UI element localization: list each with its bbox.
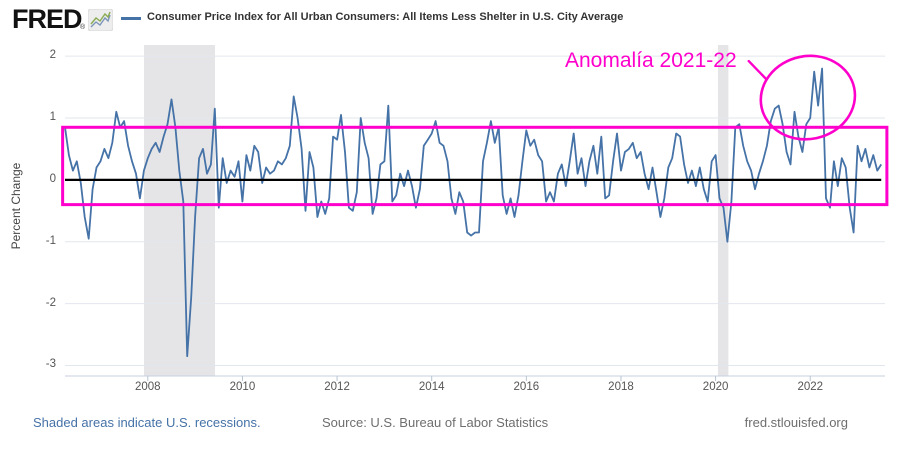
cpi-data-line xyxy=(64,67,882,358)
x-tick-label: 2016 xyxy=(513,381,540,393)
x-tick-label: 2010 xyxy=(229,381,256,393)
x-tick-label: 2014 xyxy=(418,381,445,393)
x-tick-label: 2020 xyxy=(702,381,729,393)
fred-sparkline-icon xyxy=(88,9,113,31)
y-tick-label: -3 xyxy=(45,358,56,371)
y-tick-label: -2 xyxy=(45,296,56,309)
y-tick-label: 0 xyxy=(49,172,56,185)
recession-band xyxy=(144,45,215,376)
site-text: fred.stlouisfed.org xyxy=(744,415,848,430)
anomaly-connector-line xyxy=(747,59,768,81)
y-tick-label: 2 xyxy=(49,49,56,62)
fred-logo: FRED xyxy=(12,4,82,34)
series-legend-label: Consumer Price Index for All Urban Consu… xyxy=(147,11,624,23)
recession-note-link[interactable]: Shaded areas indicate U.S. recessions. xyxy=(33,415,261,430)
series-legend-swatch xyxy=(121,17,141,20)
registered-mark: ® xyxy=(80,24,86,31)
x-tick-label: 2012 xyxy=(324,381,350,393)
anomaly-label: Anomalía 2021-22 xyxy=(565,49,737,72)
y-tick-label: -1 xyxy=(45,234,56,247)
x-tick-label: 2008 xyxy=(135,381,161,393)
y-tick-label: 1 xyxy=(49,111,56,123)
x-tick-label: 2018 xyxy=(608,381,634,393)
anomaly-ellipse-annotation xyxy=(759,54,857,141)
source-text: Source: U.S. Bureau of Labor Statistics xyxy=(322,415,549,430)
x-tick-label: 2022 xyxy=(797,381,824,393)
highlight-rect-annotation xyxy=(61,125,889,207)
